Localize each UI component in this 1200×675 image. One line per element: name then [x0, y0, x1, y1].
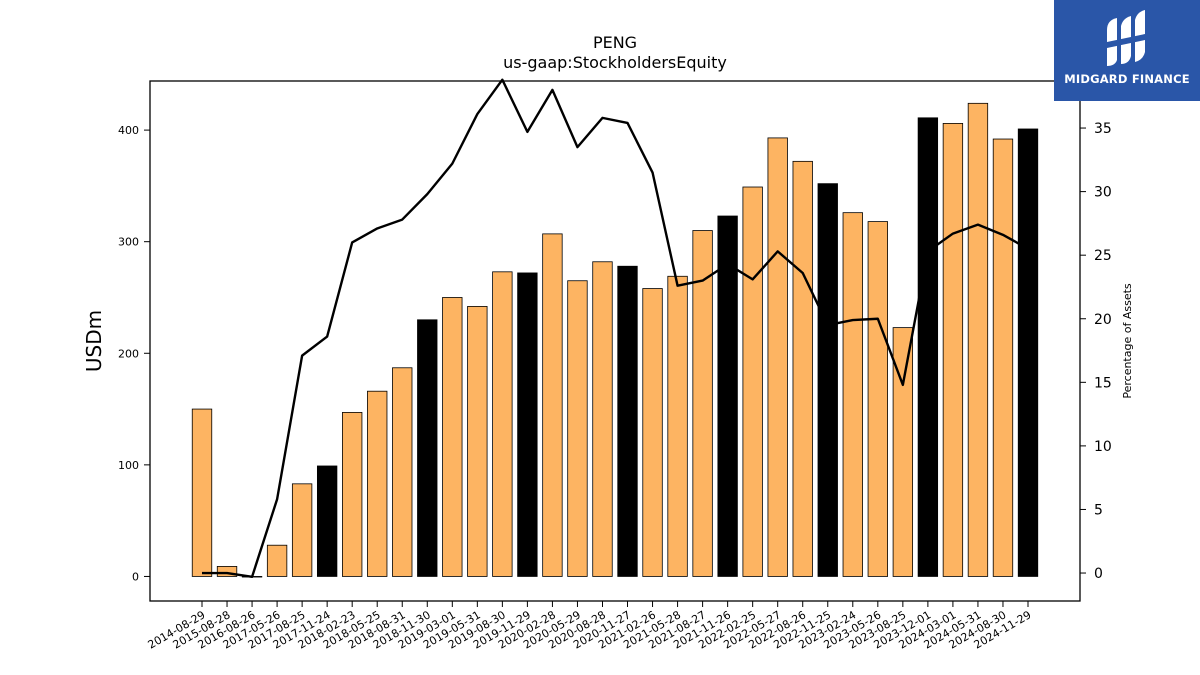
y2-axis-label: Percentage of Assets — [1121, 283, 1134, 399]
bar — [291, 483, 313, 577]
bar — [191, 408, 213, 577]
line-layer — [202, 78, 1029, 579]
y2-tick-label: 15 — [1094, 375, 1112, 391]
plot-frame — [149, 80, 1081, 602]
bar — [917, 117, 939, 577]
bar — [367, 390, 388, 577]
bar — [842, 212, 863, 577]
bar — [892, 327, 914, 577]
bar — [542, 233, 563, 577]
bar — [417, 319, 438, 577]
bar — [742, 186, 763, 577]
bar — [216, 566, 238, 577]
y2-tick-label: 5 — [1094, 502, 1103, 518]
logo-brand-text: MIDGARD FINANCE — [1064, 72, 1190, 86]
right-axis: 0 5 10 15 20 25 30 35 — [1080, 121, 1112, 582]
bar — [592, 261, 613, 577]
chart-title: PENG — [593, 33, 637, 52]
y2-tick-label: 35 — [1094, 121, 1112, 137]
bar — [1017, 128, 1039, 577]
bar — [867, 221, 888, 577]
y-tick-label: 200 — [118, 347, 139, 360]
bar — [266, 544, 288, 577]
bar — [467, 306, 488, 577]
left-axis: 0 100 200 300 400 — [118, 124, 150, 583]
bar — [392, 367, 413, 577]
x-axis: 2014-08-292015-08-282016-08-262017-05-26… — [146, 601, 1034, 652]
bar — [992, 138, 1014, 577]
y-axis-label: USDm — [82, 310, 106, 372]
y-tick-label: 0 — [132, 570, 139, 583]
percentage-line — [202, 78, 1029, 579]
y2-tick-label: 0 — [1094, 566, 1103, 582]
midgard-logo: MIDGARD FINANCE — [1054, 0, 1200, 101]
bar — [967, 102, 989, 577]
y2-tick-label: 20 — [1094, 312, 1112, 328]
bar — [642, 288, 663, 577]
bar — [817, 183, 838, 577]
bar — [316, 465, 338, 577]
chart-subtitle: us-gaap:StockholdersEquity — [503, 53, 727, 72]
bar — [792, 160, 813, 577]
bar — [567, 280, 588, 577]
bar — [717, 215, 738, 577]
y-tick-label: 400 — [118, 124, 139, 137]
bar — [942, 123, 964, 577]
y2-tick-label: 10 — [1094, 439, 1112, 455]
bar — [617, 265, 638, 577]
midgard-logo-icon — [1107, 10, 1145, 66]
y-tick-label: 300 — [118, 236, 139, 249]
bars — [191, 102, 1039, 578]
y2-tick-label: 25 — [1094, 248, 1112, 264]
y2-tick-label: 30 — [1094, 185, 1112, 201]
bar — [517, 272, 538, 577]
bar — [442, 297, 463, 577]
bar — [767, 137, 788, 577]
bar — [667, 275, 688, 577]
bar — [342, 412, 363, 577]
y-tick-label: 100 — [118, 459, 139, 472]
bar — [492, 271, 513, 577]
bar — [692, 230, 713, 577]
